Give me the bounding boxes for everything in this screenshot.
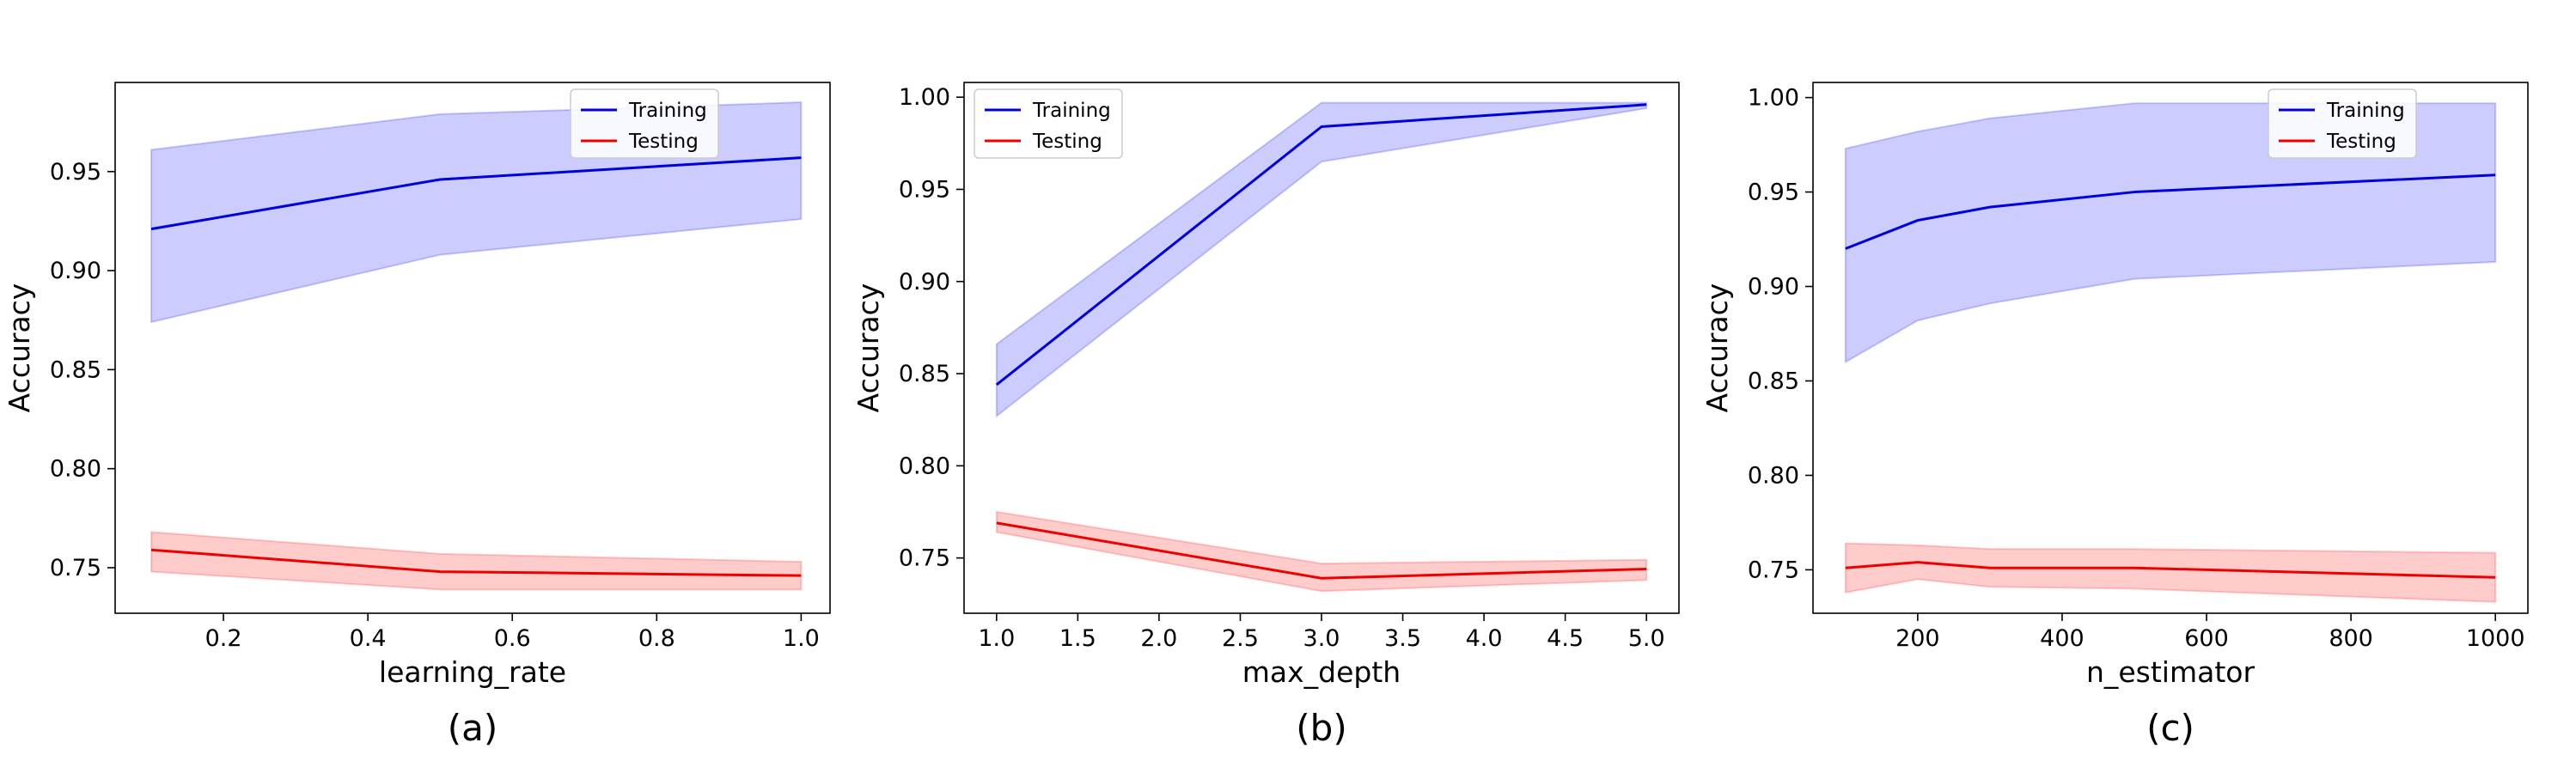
series-line-testing <box>150 548 802 577</box>
y-tick-label: 0.75 <box>899 545 950 572</box>
x-tick-label: 0.6 <box>494 625 531 652</box>
series-line-testing <box>1845 561 2496 579</box>
x-axis-label: max_depth <box>1242 655 1401 689</box>
x-tick-label: 2.0 <box>1140 625 1177 652</box>
x-tick-label: 4.0 <box>1466 625 1503 652</box>
x-tick-label: 0.8 <box>638 625 675 652</box>
y-tick-label: 0.95 <box>50 159 101 186</box>
chart-panel-c: 200 400 600 800 1000 0.75 0.80 0.85 0.90 0.95 1.00… <box>1700 82 2529 749</box>
x-axis-label: learning_rate <box>379 655 566 689</box>
y-tick-label: 0.75 <box>50 555 101 581</box>
y-tick-label: 0.90 <box>1748 274 1799 301</box>
legend-label-training: Training <box>1032 100 1111 122</box>
series-band-training <box>1844 102 2497 364</box>
x-tick-label: 2.5 <box>1222 625 1259 652</box>
x-tick-label: 800 <box>2329 625 2373 652</box>
panel-caption: (c) <box>2146 707 2194 749</box>
y-tick-label: 1.00 <box>899 84 950 111</box>
x-axis-label: n_estimator <box>2086 655 2256 689</box>
y-tick-label: 0.80 <box>899 453 950 479</box>
legend: Training Testing <box>570 88 719 159</box>
x-tick-label: 200 <box>1895 625 1940 652</box>
series-band-testing <box>150 531 803 591</box>
y-axis-label: Accuracy <box>3 283 36 413</box>
legend-label-training: Training <box>2326 100 2405 122</box>
x-tick-label: 1.0 <box>978 625 1015 652</box>
x-tick-label: 400 <box>2040 625 2085 652</box>
x-tick-label: 3.0 <box>1303 625 1340 652</box>
legend-label-testing: Testing <box>628 131 699 153</box>
legend: Training Testing <box>2268 88 2417 159</box>
y-tick-label: 1.00 <box>1748 85 1799 112</box>
x-tick-label: 1.0 <box>783 625 820 652</box>
y-tick-label: 0.80 <box>1748 462 1799 489</box>
x-tick-label: 1.5 <box>1059 625 1096 652</box>
series-line-training <box>1845 173 2496 250</box>
y-axis-label: Accuracy <box>1700 283 1734 413</box>
y-tick-label: 0.85 <box>899 361 950 387</box>
y-tick-label: 0.90 <box>899 269 950 295</box>
y-tick-label: 0.90 <box>50 258 101 284</box>
legend: Training Testing <box>974 88 1123 159</box>
chart-panel-b: 1.0 1.5 2.0 2.5 3.0 3.5 4.0 4.5 5.0 0.75 0.80 0.85 0… <box>852 82 1680 749</box>
panel-caption: (a) <box>448 707 498 749</box>
series-band-testing <box>995 510 1648 593</box>
series-line-training <box>995 103 1647 386</box>
series-line-testing <box>996 521 1647 580</box>
x-tick-label: 4.5 <box>1547 625 1584 652</box>
x-tick-label: 3.5 <box>1384 625 1421 652</box>
chart-panel-a: 0.2 0.4 0.6 0.8 1.0 0.75 0.80 0.85 0.90 0.95 learn… <box>3 82 831 749</box>
y-axis-label: Accuracy <box>852 283 885 413</box>
x-tick-label: 5.0 <box>1628 625 1665 652</box>
y-tick-label: 0.80 <box>50 456 101 483</box>
panel-caption: (b) <box>1296 707 1346 749</box>
plot-frame <box>114 82 831 614</box>
series-line-training <box>150 156 802 231</box>
y-tick-label: 0.85 <box>50 356 101 383</box>
x-tick-label: 1000 <box>2466 625 2525 652</box>
legend-label-testing: Testing <box>1032 131 1102 153</box>
legend-label-training: Training <box>628 100 707 122</box>
y-tick-label: 0.95 <box>1748 180 1799 206</box>
x-tick-label: 0.2 <box>205 625 242 652</box>
plot-frame <box>1812 82 2529 614</box>
y-tick-label: 0.85 <box>1748 368 1799 394</box>
legend-label-testing: Testing <box>2326 131 2396 153</box>
series-band-testing <box>1844 542 2497 603</box>
y-tick-label: 0.95 <box>899 176 950 203</box>
x-tick-label: 600 <box>2184 625 2229 652</box>
series-band-training <box>995 101 1648 418</box>
x-tick-label: 0.4 <box>350 625 387 652</box>
y-tick-label: 0.75 <box>1748 557 1799 583</box>
